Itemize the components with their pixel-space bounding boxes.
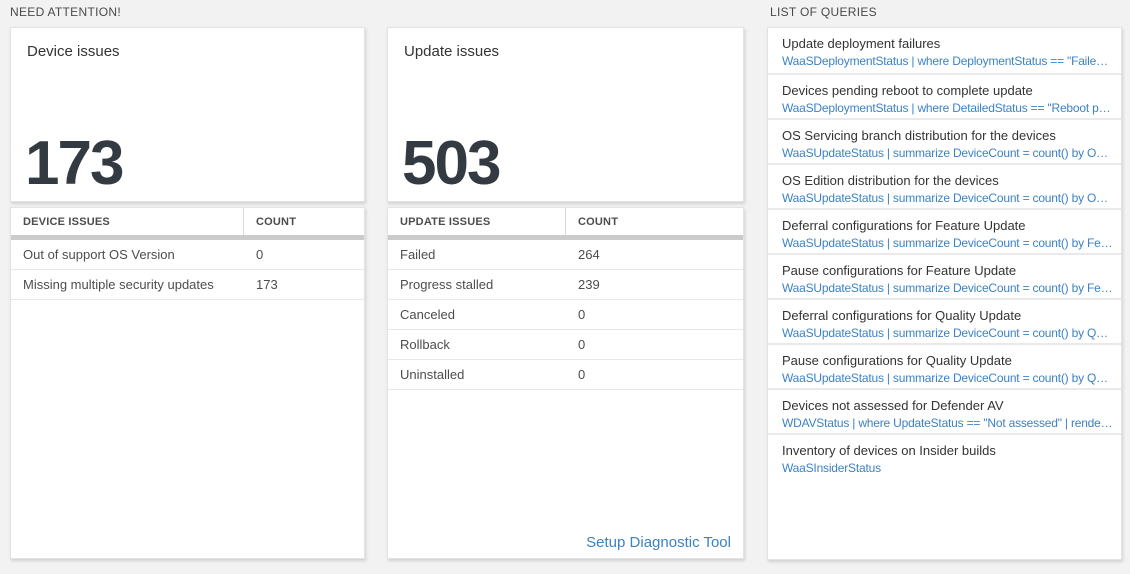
row-count: 0	[578, 367, 586, 382]
row-label: Failed	[400, 247, 436, 262]
query-text: WaaSUpdateStatus | summarize DeviceCount…	[782, 281, 1113, 295]
list-of-queries-section-header: LIST OF QUERIES	[770, 5, 877, 19]
table-row[interactable]: Out of support OS Version 0	[11, 240, 364, 270]
update-issues-count: 503	[402, 129, 501, 198]
query-text: WDAVStatus | where UpdateStatus == "Not …	[782, 416, 1113, 430]
device-issues-table-header: DEVICE ISSUES COUNT	[11, 208, 364, 235]
query-item[interactable]: Pause configurations for Quality Update …	[768, 343, 1121, 388]
column-header-count: COUNT	[578, 215, 619, 228]
query-title: Pause configurations for Quality Update	[782, 353, 1012, 368]
column-header-count: COUNT	[256, 215, 297, 228]
setup-diagnostic-tool-link[interactable]: Setup Diagnostic Tool	[586, 534, 731, 551]
query-title: Deferral configurations for Feature Upda…	[782, 218, 1026, 233]
table-row[interactable]: Rollback 0	[388, 330, 743, 360]
update-issues-table-card: UPDATE ISSUES COUNT Failed 264 Progress …	[387, 207, 744, 559]
query-title: Update deployment failures	[782, 36, 941, 51]
row-count: 0	[578, 337, 586, 352]
query-item[interactable]: Deferral configurations for Quality Upda…	[768, 298, 1121, 343]
device-issues-tile[interactable]: Device issues 173	[10, 27, 365, 202]
header-divider-bar	[388, 235, 743, 240]
query-item[interactable]: Devices not assessed for Defender AV WDA…	[768, 388, 1121, 433]
device-issues-count: 173	[25, 129, 124, 198]
device-issues-title: Device issues	[27, 43, 120, 60]
table-row[interactable]: Failed 264	[388, 240, 743, 270]
query-title: OS Edition distribution for the devices	[782, 173, 999, 188]
row-label: Uninstalled	[400, 367, 465, 382]
query-text: WaaSDeploymentStatus | where DeploymentS…	[782, 54, 1113, 68]
device-issues-table-card: DEVICE ISSUES COUNT Out of support OS Ve…	[10, 207, 365, 559]
query-text: WaaSUpdateStatus | summarize DeviceCount…	[782, 371, 1113, 385]
query-text: WaaSUpdateStatus | summarize DeviceCount…	[782, 191, 1113, 205]
table-row[interactable]: Uninstalled 0	[388, 360, 743, 390]
query-text: WaaSUpdateStatus | summarize DeviceCount…	[782, 236, 1113, 250]
header-divider-bar	[11, 235, 364, 240]
query-title: Inventory of devices on Insider builds	[782, 443, 996, 458]
row-count: 239	[578, 277, 600, 292]
query-item[interactable]: OS Edition distribution for the devices …	[768, 163, 1121, 208]
query-text: WaaSInsiderStatus	[782, 461, 881, 475]
list-of-queries-card: Update deployment failures WaaSDeploymen…	[767, 27, 1122, 560]
row-label: Rollback	[400, 337, 450, 352]
row-label: Out of support OS Version	[23, 247, 175, 262]
column-header-device-issues: DEVICE ISSUES	[11, 208, 244, 235]
query-title: Deferral configurations for Quality Upda…	[782, 308, 1022, 323]
row-count: 173	[256, 277, 278, 292]
table-row[interactable]: Progress stalled 239	[388, 270, 743, 300]
query-item[interactable]: Pause configurations for Feature Update …	[768, 253, 1121, 298]
row-count: 0	[256, 247, 264, 262]
query-item[interactable]: OS Servicing branch distribution for the…	[768, 118, 1121, 163]
query-text: WaaSDeploymentStatus | where DetailedSta…	[782, 101, 1113, 115]
table-row[interactable]: Missing multiple security updates 173	[11, 270, 364, 300]
query-title: Devices not assessed for Defender AV	[782, 398, 1004, 413]
table-row[interactable]: Canceled 0	[388, 300, 743, 330]
row-label: Canceled	[400, 307, 455, 322]
query-item[interactable]: Update deployment failures WaaSDeploymen…	[768, 28, 1121, 73]
column-header-update-issues: UPDATE ISSUES	[388, 208, 566, 235]
query-text: WaaSUpdateStatus | summarize DeviceCount…	[782, 146, 1113, 160]
need-attention-section-header: NEED ATTENTION!	[10, 5, 121, 19]
query-title: OS Servicing branch distribution for the…	[782, 128, 1056, 143]
query-title: Devices pending reboot to complete updat…	[782, 83, 1033, 98]
query-item[interactable]: Inventory of devices on Insider builds W…	[768, 433, 1121, 478]
query-item[interactable]: Devices pending reboot to complete updat…	[768, 73, 1121, 118]
row-label: Missing multiple security updates	[23, 277, 214, 292]
query-item[interactable]: Deferral configurations for Feature Upda…	[768, 208, 1121, 253]
row-label: Progress stalled	[400, 277, 494, 292]
query-title: Pause configurations for Feature Update	[782, 263, 1017, 278]
update-issues-table-header: UPDATE ISSUES COUNT	[388, 208, 743, 235]
row-count: 0	[578, 307, 586, 322]
row-count: 264	[578, 247, 600, 262]
query-text: WaaSUpdateStatus | summarize DeviceCount…	[782, 326, 1113, 340]
update-issues-tile[interactable]: Update issues 503	[387, 27, 744, 202]
update-issues-title: Update issues	[404, 43, 500, 60]
